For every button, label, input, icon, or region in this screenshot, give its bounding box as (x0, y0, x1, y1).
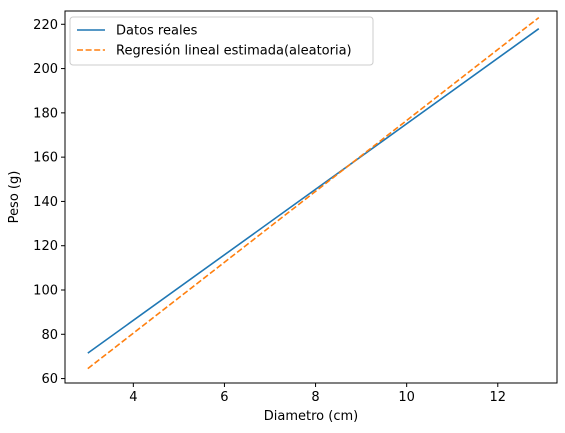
y-tick-label: 220 (33, 18, 58, 33)
axes-frame (64, 10, 558, 384)
y-tick-label: 60 (41, 372, 58, 387)
x-tick-label: 6 (220, 390, 228, 405)
y-tick-label: 140 (33, 195, 58, 210)
axis-ticks: 4 6 8 10 12 60 80 100 120 140 160 180 200 220 (33, 18, 506, 405)
x-axis-label: Diametro (cm) (264, 409, 358, 424)
y-tick-label: 160 (33, 151, 58, 166)
x-tick-label: 8 (311, 390, 319, 405)
legend: Datos reales Regresión lineal estimada(a… (69, 16, 374, 66)
legend-label-regresion: Regresión lineal estimada(aleatoria) (116, 44, 352, 59)
y-tick-label: 80 (41, 328, 58, 343)
y-tick-label: 200 (33, 62, 58, 77)
legend-label-datos-reales: Datos reales (116, 24, 198, 39)
plot-area (87, 16, 540, 370)
x-tick-label: 10 (398, 390, 415, 405)
y-tick-label: 180 (33, 106, 58, 121)
x-tick-label: 4 (129, 390, 137, 405)
y-tick-label: 120 (33, 239, 58, 254)
series-line-datos-reales (87, 28, 540, 354)
x-tick-label: 12 (490, 390, 507, 405)
y-tick-label: 100 (33, 284, 58, 299)
legend-box (69, 16, 374, 66)
y-axis-label: Peso (g) (7, 171, 22, 224)
series-line-regresion (87, 16, 540, 370)
